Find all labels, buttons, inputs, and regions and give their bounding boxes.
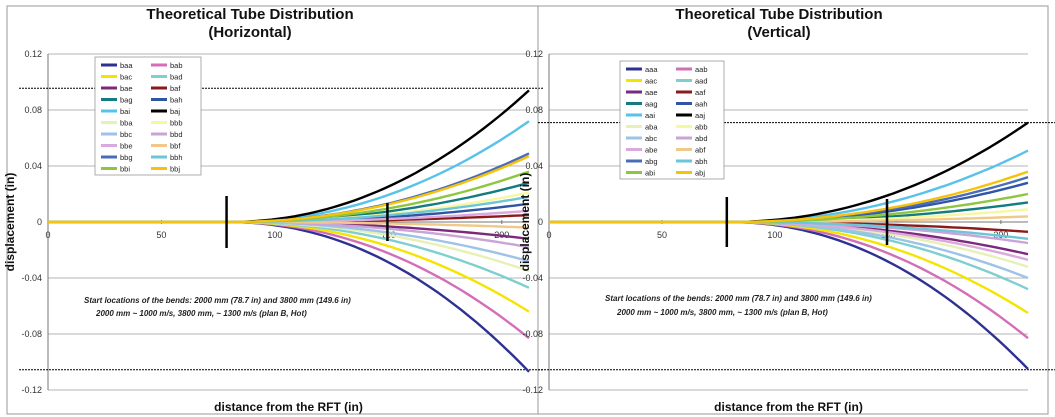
y-tick-label: 0.12 [24, 49, 42, 59]
chart-frame [6, 5, 539, 415]
legend-label: aad [695, 77, 708, 86]
y-axis-title: displacement (in) [518, 173, 532, 272]
y-tick-label: -0.08 [522, 329, 543, 339]
chart-title: Theoretical Tube Distribution [675, 6, 882, 23]
legend-label: abf [695, 146, 706, 155]
legend-label: bad [170, 73, 183, 82]
y-tick-label: 0.12 [525, 49, 543, 59]
chart-horizontal: Theoretical Tube Distribution(Horizontal… [3, 5, 544, 415]
x-tick-label: 50 [156, 230, 166, 240]
legend-label: bbe [120, 142, 133, 151]
legend-label: aac [645, 77, 657, 86]
legend: aaa aab aac aad aae aaf aag aah aai aaj aba abb abc a… [619, 60, 725, 180]
legend-label: bbj [170, 165, 180, 174]
legend-label: bba [120, 119, 133, 128]
legend-label: bbg [120, 153, 133, 162]
y-tick-label: 0 [37, 217, 42, 227]
x-tick-label: 50 [657, 230, 667, 240]
legend-label: bai [120, 107, 130, 116]
y-tick-label: 0.04 [525, 161, 543, 171]
legend-label: abj [695, 169, 705, 178]
legend-label: abi [645, 169, 655, 178]
chart-subtitle: (Horizontal) [208, 24, 291, 41]
legend-label: bag [120, 96, 133, 105]
legend-label: bbi [120, 165, 130, 174]
annotation-speeds: 2000 mm ~ 1000 m/s, 3800 mm, ~ 1300 m/s … [95, 309, 307, 318]
legend: baa bab bac bad bae baf bag bah bai baj bba bbb bbc b… [94, 56, 202, 176]
x-axis-title: distance from the RFT (in) [714, 400, 863, 414]
chart-vertical: Theoretical Tube Distribution(Vertical) 0… [518, 5, 1055, 415]
y-tick-label: 0.08 [525, 105, 543, 115]
legend-label: baj [170, 107, 180, 116]
series-line-bba [48, 220, 530, 273]
legend-label: bah [170, 96, 183, 105]
legend-label: bbf [170, 142, 181, 151]
series-line-abj [549, 170, 1029, 224]
legend-label: bbc [120, 130, 132, 139]
legend-label: abe [645, 146, 658, 155]
legend-label: bae [120, 84, 133, 93]
chart-subtitle: (Vertical) [747, 24, 810, 41]
legend-label: aaf [695, 88, 706, 97]
x-tick-label: 100 [267, 230, 282, 240]
x-tick-label: 100 [767, 230, 782, 240]
legend-label: abg [645, 157, 658, 166]
legend-label: abc [645, 134, 657, 143]
legend-label: aag [645, 100, 658, 109]
legend-label: abd [695, 134, 708, 143]
legend-label: aab [695, 65, 708, 74]
legend-label: aaj [695, 111, 705, 120]
legend-label: abh [695, 157, 708, 166]
legend-label: aba [645, 123, 658, 132]
legend-label: bbd [170, 130, 183, 139]
series-group [48, 89, 530, 373]
legend-label: bbb [170, 119, 183, 128]
y-tick-label: 0 [538, 217, 543, 227]
legend-label: aaa [645, 65, 658, 74]
series-group [549, 121, 1029, 370]
chart-frame [537, 5, 1049, 415]
legend-label: bac [120, 73, 132, 82]
y-tick-label: 0.04 [24, 161, 42, 171]
y-tick-label: -0.12 [21, 385, 42, 395]
y-tick-label: -0.12 [522, 385, 543, 395]
legend-label: aah [695, 100, 708, 109]
y-tick-label: 0.08 [24, 105, 42, 115]
legend-label: bbh [170, 153, 183, 162]
y-axis-title: displacement (in) [3, 173, 17, 272]
y-tick-label: -0.04 [522, 273, 543, 283]
legend-label: abb [695, 123, 708, 132]
x-tick-label: 0 [546, 230, 551, 240]
legend-label: baf [170, 84, 181, 93]
legend-label: aae [645, 88, 658, 97]
x-axis-title: distance from the RFT (in) [214, 400, 363, 414]
series-line-bab [48, 220, 530, 340]
annotation-speeds: 2000 mm ~ 1000 m/s, 3800 mm, ~ 1300 m/s … [616, 308, 828, 317]
legend-label: bab [170, 61, 183, 70]
annotation-bend-locations: Start locations of the bends: 2000 mm (7… [84, 296, 351, 305]
legend-label: aai [645, 111, 655, 120]
series-line-bbj [48, 155, 530, 224]
series-line-aah [549, 181, 1029, 224]
legend-box [619, 60, 725, 180]
legend-label: baa [120, 61, 133, 70]
chart-title: Theoretical Tube Distribution [146, 6, 353, 23]
y-tick-label: -0.04 [21, 273, 42, 283]
x-tick-label: 0 [45, 230, 50, 240]
y-tick-label: -0.08 [21, 329, 42, 339]
annotation-bend-locations: Start locations of the bends: 2000 mm (7… [605, 294, 872, 303]
series-line-bbi [48, 170, 530, 224]
